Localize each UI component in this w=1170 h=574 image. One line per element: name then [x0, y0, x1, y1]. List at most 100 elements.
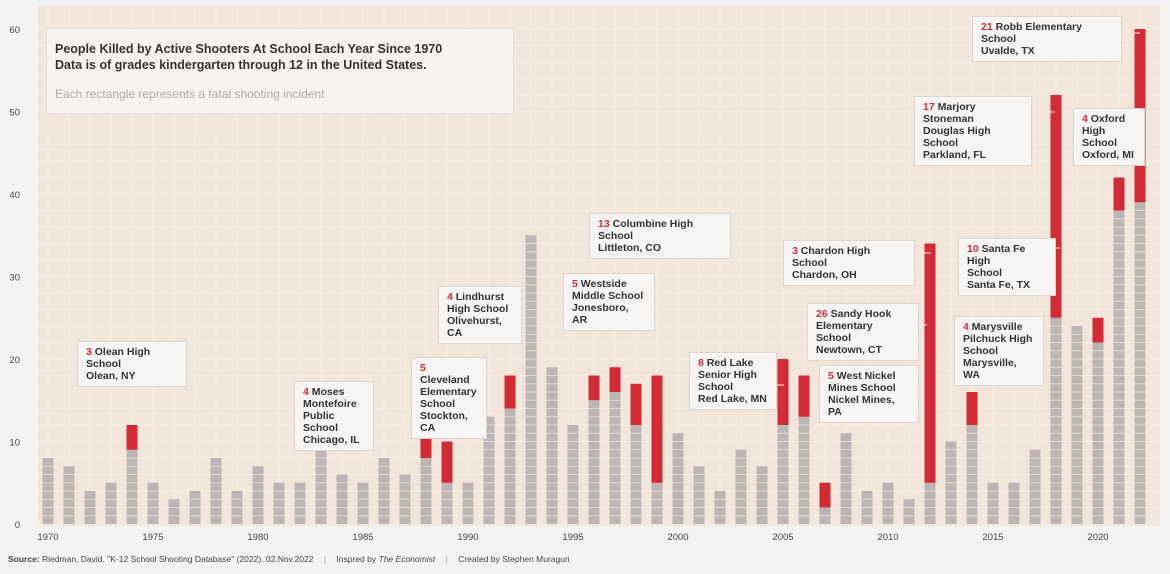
annotation-box: 4 Oxford High School Oxford, MI — [1073, 108, 1145, 166]
annotation-box: 17 Marjory Stoneman Douglas High School … — [914, 96, 1032, 166]
annotation-box: 21 Robb Elementary School Uvalde, TX — [972, 16, 1122, 62]
bar-highlight — [441, 441, 453, 483]
bar-highlight — [420, 425, 432, 458]
title-box: People Killed by Active Shooters At Scho… — [46, 28, 514, 114]
bar-highlight — [504, 375, 516, 409]
y-tick-label: 30 — [9, 273, 20, 284]
bar-regular — [105, 482, 117, 524]
y-tick-label: 10 — [9, 438, 20, 449]
bar-highlight — [1092, 317, 1104, 343]
bar-regular — [357, 482, 369, 524]
x-tick-label: 2015 — [982, 532, 1003, 543]
bar-regular — [693, 466, 705, 524]
annotation-count: 5 — [828, 370, 834, 382]
annotation-box: 10 Santa Fe High School Santa Fe, TX — [958, 238, 1056, 296]
bar-highlight — [588, 375, 600, 401]
annotation-box: 3 Chardon High School Chardon, OH — [783, 240, 915, 286]
annotation-box: 13 Columbine High School Littleton, CO — [589, 213, 731, 259]
x-tick-label: 1975 — [142, 532, 163, 543]
annotation-count: 13 — [598, 218, 610, 230]
bar-highlight — [798, 375, 810, 417]
bar-highlight — [651, 375, 663, 483]
source-label: Source: — [8, 554, 40, 564]
bar-highlight — [609, 367, 621, 392]
chart-title: People Killed by Active Shooters At Scho… — [55, 42, 443, 56]
annotation-box: 4 Lindhurst High School Olivehurst, CA — [438, 286, 522, 344]
annotation-text: Marysville Pilchuck High School Marysvil… — [963, 321, 1033, 381]
footer-separator-2: | — [445, 554, 448, 564]
annotation-text: West Nickel Mines School Nickel Mines, P… — [828, 370, 896, 418]
bar-regular — [735, 449, 747, 524]
bar-regular — [903, 499, 915, 524]
bar-regular — [756, 466, 768, 524]
x-tick-label: 2020 — [1087, 532, 1108, 543]
bar-regular — [273, 482, 285, 524]
bar-regular — [168, 499, 180, 524]
bar-regular — [63, 466, 75, 524]
bar-highlight — [924, 243, 936, 483]
annotation-text: Chardon High School Chardon, OH — [792, 245, 871, 281]
annotation-box: 26 Sandy Hook Elementary School Newtown,… — [807, 303, 919, 361]
bar-regular — [147, 482, 159, 524]
annotation-count: 21 — [981, 21, 993, 33]
annotation-box: 4 Marysville Pilchuck High School Marysv… — [954, 316, 1044, 386]
chart-subtitle: Data is of grades kindergarten through 1… — [55, 58, 427, 72]
bar-regular — [294, 482, 306, 524]
bar-highlight — [819, 482, 831, 508]
bar-regular — [462, 482, 474, 524]
x-tick-label: 1980 — [247, 532, 268, 543]
created-by: Created by Stephen Muraguri — [458, 554, 570, 564]
annotation-count: 5 — [572, 278, 578, 290]
bar-regular — [924, 482, 936, 524]
annotation-count: 3 — [792, 245, 798, 257]
annotation-count: 4 — [447, 291, 453, 303]
bar-regular — [840, 433, 852, 524]
annotation-count: 26 — [816, 308, 828, 320]
annotation-box: 5 Cleveland Elementary School Stockton, … — [411, 357, 487, 439]
x-tick-label: 1990 — [457, 532, 478, 543]
annotation-count: 10 — [967, 243, 979, 255]
bar-regular — [483, 416, 495, 524]
x-tick-label: 1970 — [37, 532, 58, 543]
bar-regular — [987, 482, 999, 524]
inspired-name: The Economist — [378, 554, 436, 564]
annotation-text: Olean High School Olean, NY — [86, 346, 151, 382]
bar-regular — [1029, 449, 1041, 524]
x-tick-label: 1985 — [352, 532, 373, 543]
bar-highlight — [1113, 177, 1125, 211]
annotation-box: 4 Moses Montefoire Public School Chicago… — [294, 381, 374, 451]
annotation-count: 4 — [303, 386, 309, 398]
y-tick-label: 20 — [9, 355, 20, 366]
y-tick-label: 40 — [9, 190, 20, 201]
annotation-text: Moses Montefoire Public School Chicago, … — [303, 386, 360, 446]
annotation-box: 8 Red Lake Senior High School Red Lake, … — [689, 352, 777, 410]
annotation-count: 17 — [923, 101, 935, 113]
bar-regular — [1134, 202, 1146, 524]
annotation-box: 3 Olean High School Olean, NY — [77, 341, 187, 387]
bar-regular — [441, 482, 453, 524]
x-tick-label: 2010 — [877, 532, 898, 543]
x-tick-label: 2000 — [667, 532, 688, 543]
x-tick-label: 1995 — [562, 532, 583, 543]
bar-highlight — [966, 392, 978, 425]
bar-regular — [546, 367, 558, 524]
bar-regular — [1008, 482, 1020, 524]
y-tick-label: 50 — [9, 108, 20, 119]
annotation-count: 4 — [1082, 113, 1088, 125]
x-tick-label: 2005 — [772, 532, 793, 543]
annotation-text: Robb Elementary School Uvalde, TX — [981, 21, 1082, 57]
bar-regular — [798, 416, 810, 524]
annotation-count: 5 — [420, 362, 426, 374]
bar-highlight — [630, 383, 642, 425]
bar-regular — [126, 449, 138, 524]
annotation-text: Marjory Stoneman Douglas High School Par… — [923, 101, 991, 161]
annotation-text: Cleveland Elementary School Stockton, CA — [420, 374, 477, 434]
y-tick-label: 0 — [15, 520, 20, 531]
annotation-count: 3 — [86, 346, 92, 358]
bar-regular — [651, 482, 663, 524]
bar-highlight — [1050, 95, 1062, 318]
bar-regular — [525, 235, 537, 524]
bar-highlight — [777, 359, 789, 425]
bar-regular — [588, 400, 600, 524]
